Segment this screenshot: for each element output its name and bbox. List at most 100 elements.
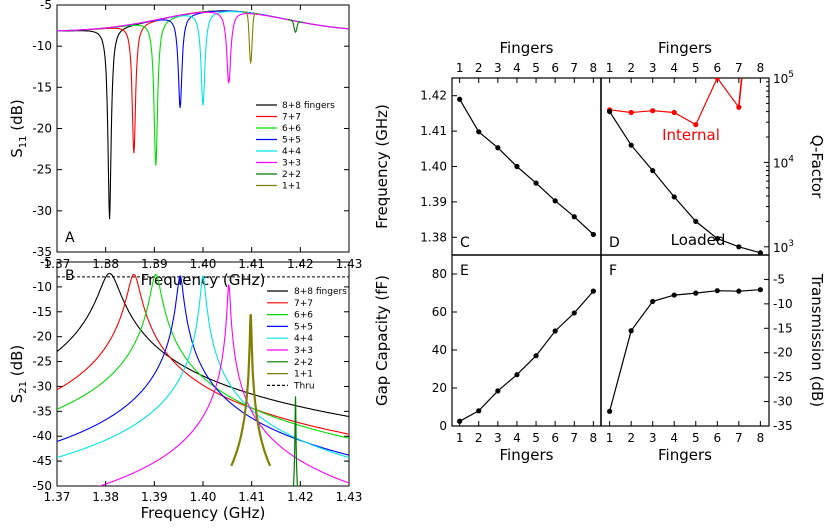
- data-point: [628, 109, 634, 116]
- y-tick-label: -25: [32, 355, 52, 369]
- top-tick-label: 5: [692, 61, 700, 75]
- y-tick-label: -20: [32, 330, 52, 344]
- data-point: [714, 288, 720, 294]
- x-tick-label: 1.39: [141, 490, 168, 504]
- legend-label: 6+6: [282, 124, 301, 134]
- data-point: [628, 142, 634, 148]
- panel-label: B: [65, 268, 75, 284]
- legend-label: 4+4: [282, 147, 301, 157]
- top-tick-label: 2: [627, 61, 635, 75]
- data-point: [757, 250, 763, 255]
- legend-label: 8+8 fingers: [282, 101, 335, 111]
- x-tick-label: 4: [513, 431, 521, 445]
- panel-c-frequency: 1.38 1.39 1.40 1.41 1.42 Frequency (GHz) C: [373, 89, 596, 251]
- series-line: [57, 11, 349, 106]
- x-tick-label: 2: [627, 431, 635, 445]
- data-point: [693, 290, 699, 296]
- legend: 8+8 fingers 7+76+6 5+54+4 3+32+2 1+1: [256, 101, 335, 192]
- data-point: [514, 372, 520, 378]
- series-line: [57, 273, 349, 435]
- legend-label: 1+1: [294, 370, 313, 380]
- x-axis-label: Frequency (GHz): [141, 271, 266, 289]
- top-tick-label: 7: [735, 61, 743, 75]
- y-tick-label: 105: [773, 70, 794, 86]
- top-tick-label: 2: [475, 61, 483, 75]
- series-line: [292, 396, 298, 486]
- y-tick-label: -10: [773, 297, 793, 311]
- data-point: [650, 108, 656, 114]
- y-tick-label: -10: [32, 280, 52, 294]
- data-point: [476, 129, 482, 135]
- y-tick-label: -5: [40, 255, 52, 269]
- x-tick-label: 7: [735, 431, 743, 445]
- data-point: [650, 298, 656, 305]
- x-tick-label: 1: [606, 431, 614, 445]
- x-tick-label: 3: [494, 431, 502, 445]
- series-line: [57, 10, 349, 166]
- y-axis-label: Gap Capacity (fF): [373, 275, 391, 406]
- plot-frame: [56, 4, 350, 253]
- x-tick-label: 6: [551, 431, 559, 445]
- y-tick-label: 103: [773, 239, 794, 255]
- panel-b-s21: 1.37 1.38 1.39 1.40 1.41 1.42 1.43 -50 -45 -40 -35…: [8, 255, 362, 522]
- y-axis-label: S21 (dB): [8, 345, 29, 404]
- y-tick-label: -20: [773, 346, 793, 360]
- legend-label: 2+2: [294, 358, 313, 368]
- legend-label: 3+3: [282, 159, 301, 169]
- y-tick-label: -20: [32, 122, 52, 136]
- series-line-tail: [738, 78, 743, 108]
- data-point: [714, 78, 720, 81]
- y-tick-label: 1.39: [420, 195, 447, 209]
- data-point: [693, 218, 699, 225]
- x-tick-label: 5: [692, 431, 700, 445]
- data-point: [457, 418, 463, 424]
- y-tick-label: -30: [32, 379, 52, 393]
- legend-label: 7+7: [282, 113, 301, 123]
- data-point: [590, 288, 596, 294]
- top-tick-label: 8: [590, 61, 598, 75]
- x-tick-label: 2: [475, 431, 483, 445]
- legend-label: 8+8 fingers: [294, 287, 347, 297]
- series-line: [459, 98, 594, 235]
- panel-label: D: [609, 235, 620, 251]
- x-axis-label: Frequency (GHz): [141, 504, 266, 522]
- y-tick-label: 20: [432, 381, 447, 395]
- top-tick-label: 1: [456, 61, 464, 75]
- y-tick-label: 1.42: [420, 89, 447, 103]
- data-point: [514, 163, 520, 170]
- series-line: [57, 10, 349, 220]
- top-tick-label: 7: [570, 61, 578, 75]
- y-tick-label: -15: [32, 80, 52, 94]
- data-point: [571, 214, 577, 220]
- top-axis-label: Fingers: [500, 39, 554, 57]
- series-line: [459, 290, 594, 422]
- y-tick-label: -5: [40, 0, 52, 12]
- y-tick-label: -10: [32, 39, 52, 53]
- y-tick-label: -35: [773, 419, 793, 433]
- x-tick-label: 7: [570, 431, 578, 445]
- y-tick-label: 60: [432, 305, 447, 319]
- data-point: [590, 231, 596, 238]
- series-line: [98, 284, 349, 486]
- y-tick-label: 0: [439, 419, 447, 433]
- legend-label: 5+5: [294, 322, 313, 332]
- series-line: [230, 314, 272, 467]
- panel-d-series: [607, 78, 763, 255]
- panel-label: E: [460, 263, 469, 279]
- top-axis-label: Fingers: [658, 39, 712, 57]
- data-point: [607, 408, 613, 414]
- data-point: [671, 194, 677, 200]
- y-tick-label: -50: [32, 479, 52, 493]
- y-axis-label: Frequency (GHz): [373, 104, 391, 229]
- y-tick-label: 1.38: [420, 230, 447, 244]
- data-point: [628, 328, 634, 334]
- series-line: [57, 272, 349, 418]
- data-point: [693, 122, 699, 128]
- top-tick-label: 8: [757, 61, 765, 75]
- data-point: [495, 388, 501, 394]
- top-tick-label: 1: [606, 61, 614, 75]
- panel-a-s11: 1.37 1.38 1.39 1.40 1.41 1.42 1.43-35-30-25-20…: [8, 0, 362, 289]
- legend-label: 5+5: [282, 136, 301, 146]
- x-axis-label: Fingers: [658, 446, 712, 464]
